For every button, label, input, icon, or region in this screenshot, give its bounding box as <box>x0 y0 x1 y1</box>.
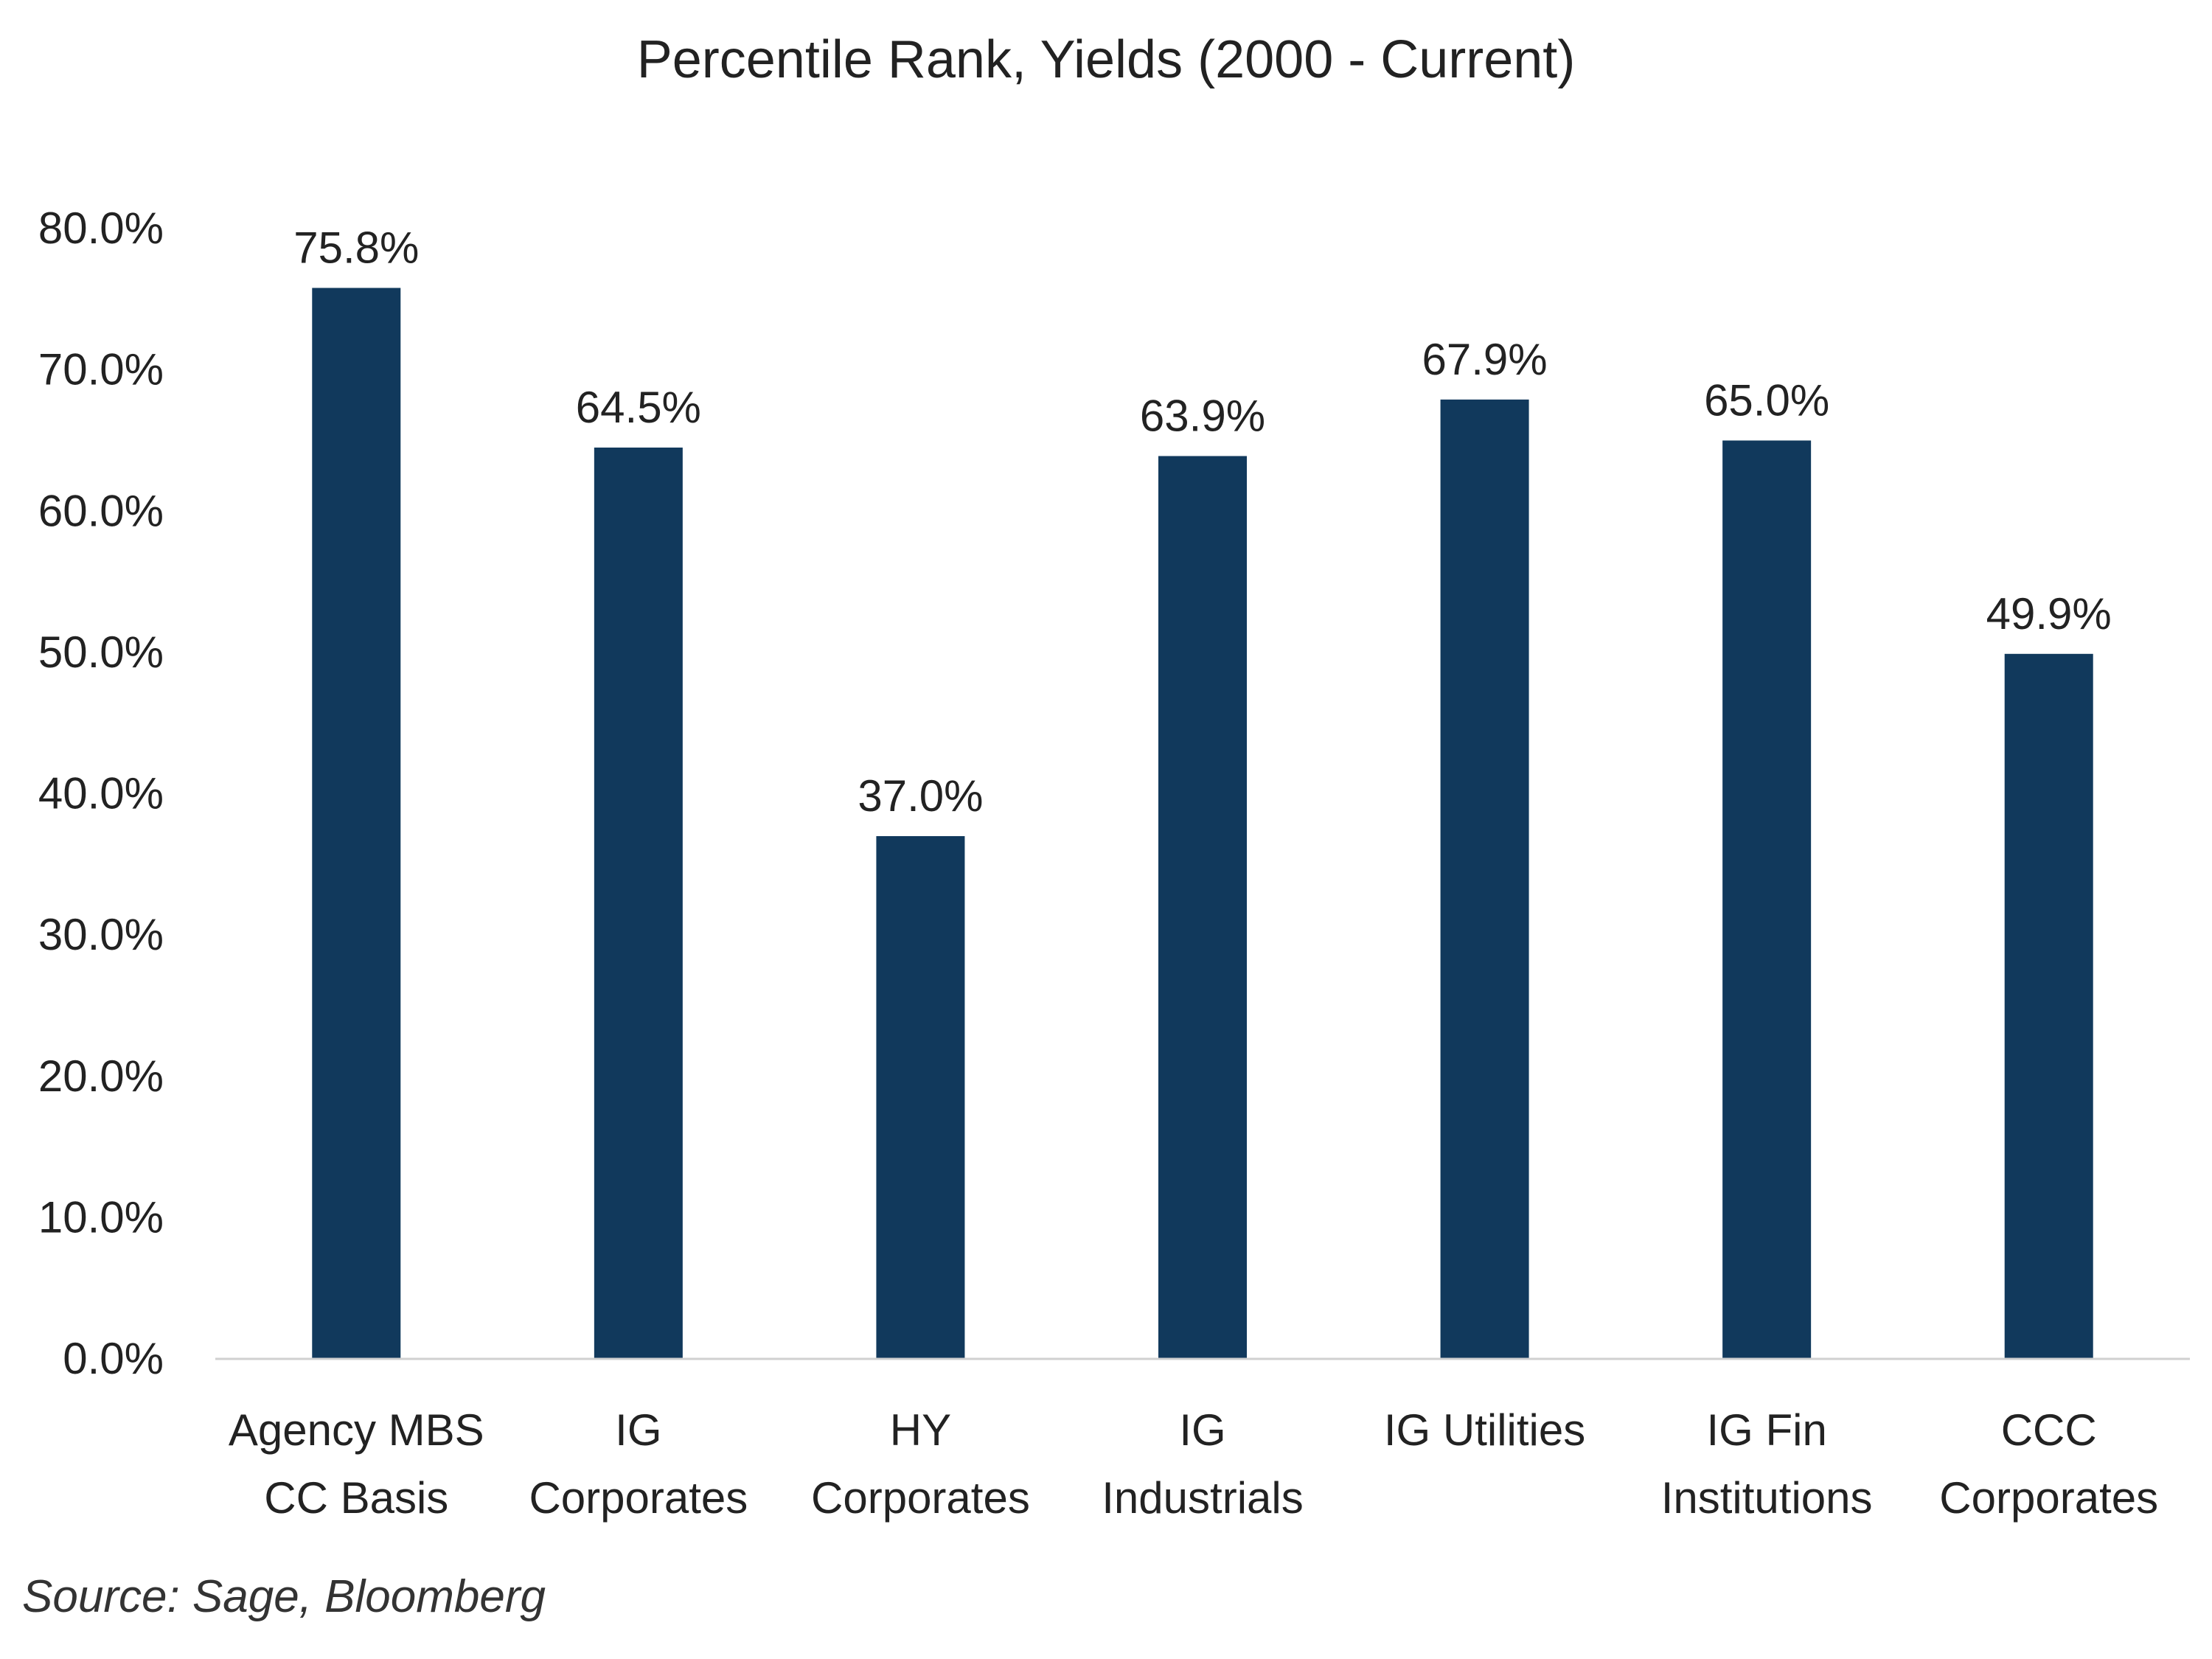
y-tick-label: 40.0% <box>38 769 164 818</box>
data-labels: 75.8% 64.5% 37.0% 63.9% 67.9% 65.0% 49.9% <box>293 223 2112 821</box>
category-label: IG Utilities <box>1384 1405 1585 1455</box>
bar <box>2004 653 2093 1359</box>
y-tick-label: 30.0% <box>38 910 164 959</box>
category-label: Corporates <box>529 1473 748 1523</box>
data-label: 37.0% <box>858 771 983 821</box>
category-label: IG <box>1179 1405 1225 1455</box>
category-label: Corporates <box>811 1473 1030 1523</box>
y-tick-label: 70.0% <box>38 345 164 394</box>
category-label: Agency MBS <box>229 1405 484 1455</box>
data-label: 63.9% <box>1140 392 1265 441</box>
category-label: IG Fin <box>1706 1405 1826 1455</box>
bar <box>1722 440 1812 1359</box>
data-label: 49.9% <box>1986 589 2112 639</box>
data-label: 67.9% <box>1422 335 1548 384</box>
data-label: 75.8% <box>293 223 419 272</box>
bar <box>594 448 683 1359</box>
y-tick-label: 60.0% <box>38 486 164 535</box>
category-label: CCC <box>2001 1405 2097 1455</box>
data-label: 64.5% <box>576 383 701 432</box>
bar <box>1158 456 1247 1359</box>
source-note: Source: Sage, Bloomberg <box>22 1571 546 1622</box>
bar <box>1440 399 1529 1360</box>
category-label: HY <box>890 1405 951 1455</box>
y-tick-label: 0.0% <box>63 1334 164 1383</box>
y-tick-label: 80.0% <box>38 204 164 253</box>
y-tick-label: 50.0% <box>38 627 164 677</box>
bar <box>876 835 965 1359</box>
category-label: Institutions <box>1661 1473 1873 1523</box>
category-label: CC Basis <box>264 1473 448 1523</box>
y-axis: 0.0% 10.0% 20.0% 30.0% 40.0% 50.0% 60.0% 70.0% 8… <box>38 204 164 1383</box>
category-label: IG <box>615 1405 661 1455</box>
bars <box>312 288 2093 1360</box>
data-label: 65.0% <box>1704 375 1829 425</box>
chart-title: Percentile Rank, Yields (2000 - Current) <box>636 30 1576 89</box>
y-tick-label: 20.0% <box>38 1051 164 1101</box>
y-tick-label: 10.0% <box>38 1192 164 1242</box>
bar <box>312 288 401 1359</box>
category-label: Industrials <box>1102 1473 1303 1523</box>
x-axis: Agency MBS CC Basis IG Corporates HY Corporat… <box>215 1357 2190 1523</box>
category-label: Corporates <box>1939 1473 2158 1523</box>
